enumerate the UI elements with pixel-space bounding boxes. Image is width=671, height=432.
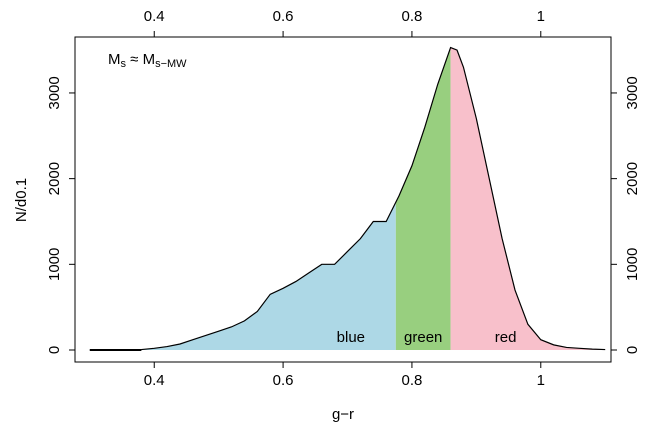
x-tick-label-top: 0.8: [402, 8, 423, 25]
y-tick-label-right: 2000: [624, 162, 641, 195]
x-tick-label: 0.4: [144, 372, 165, 389]
region-fill: [89, 202, 396, 351]
y-tick-label-right: 3000: [624, 76, 641, 109]
x-tick-label: 1: [537, 372, 545, 389]
x-tick-label-top: 0.4: [144, 8, 165, 25]
x-tick-label: 0.8: [402, 372, 423, 389]
y-tick-label: 0: [46, 346, 63, 354]
y-tick-label: 3000: [46, 76, 63, 109]
region-label: red: [495, 329, 517, 346]
region-label: green: [404, 329, 442, 346]
x-tick-label: 0.6: [273, 372, 294, 389]
plot-frame: [74, 36, 612, 363]
x-axis-label: g−r: [332, 406, 354, 423]
annotation: Ms ≈ Ms−MW: [108, 51, 187, 70]
x-tick-label-top: 0.6: [273, 8, 294, 25]
curve: [89, 46, 606, 351]
x-tick-label-top: 1: [537, 8, 545, 25]
y-tick-label: 2000: [46, 162, 63, 195]
y-tick-label-right: 1000: [624, 248, 641, 281]
y-tick-label: 1000: [46, 248, 63, 281]
region-label: blue: [337, 329, 365, 346]
region-fill: [395, 47, 451, 351]
y-axis-label: N/d0.1: [13, 178, 30, 222]
y-tick-label-right: 0: [624, 346, 641, 354]
region-fill: [450, 47, 606, 351]
